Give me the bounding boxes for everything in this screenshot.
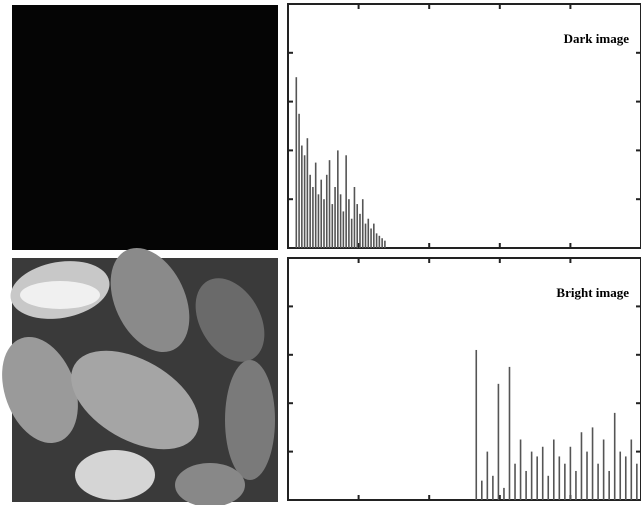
histogram-bar: [614, 413, 616, 500]
histogram-bar: [340, 194, 342, 248]
histogram-bar: [345, 155, 347, 248]
chart-title: Dark image: [564, 31, 630, 46]
histogram-bar: [318, 194, 320, 248]
histogram-bar: [359, 214, 361, 248]
histogram-bar: [320, 180, 322, 248]
histogram-bar: [631, 440, 633, 501]
histogram-bar: [304, 155, 306, 248]
histogram-bar: [356, 204, 358, 248]
histogram-bar: [553, 440, 555, 501]
histogram-bar: [381, 238, 383, 248]
histogram-bar: [492, 476, 494, 500]
histogram-bar: [373, 224, 375, 248]
histogram-bar: [301, 146, 303, 248]
histogram-bar: [370, 228, 372, 248]
histogram-bar: [348, 199, 350, 248]
histogram-bar: [636, 464, 638, 500]
histogram-bar: [619, 452, 621, 500]
histogram-bar: [481, 481, 483, 500]
histogram-bar: [376, 233, 378, 248]
histogram-bar: [487, 452, 489, 500]
histogram-bar: [351, 219, 353, 248]
histogram-bar: [475, 350, 477, 500]
histogram-bar: [603, 440, 605, 501]
histogram-bar: [597, 464, 599, 500]
histogram-bar: [525, 471, 527, 500]
histogram-bar: [581, 432, 583, 500]
histogram-bar: [379, 236, 381, 248]
page: Dark imageBright image (() => { const da…: [0, 0, 641, 505]
histogram-bar: [520, 440, 522, 501]
histogram-bar: [625, 456, 627, 500]
histogram-bar: [323, 199, 325, 248]
chart-title: Bright image: [556, 285, 629, 300]
histogram-bar: [570, 447, 572, 500]
histogram-bar: [503, 488, 505, 500]
histogram-bar: [315, 163, 317, 248]
dark-image: [12, 5, 278, 250]
histogram-bar: [354, 187, 356, 248]
histogram-bar: [331, 204, 333, 248]
histogram-bar: [498, 384, 500, 500]
histogram-bar: [312, 187, 314, 248]
histogram-bar: [592, 427, 594, 500]
histogram-bar: [365, 224, 367, 248]
histogram-bar: [326, 175, 328, 248]
histogram-bar: [329, 160, 331, 248]
histogram-bar: [575, 471, 577, 500]
histogram-bar: [309, 175, 311, 248]
histogram-bar: [536, 456, 538, 500]
histogram-bar: [298, 114, 300, 248]
histogram-bar: [547, 476, 549, 500]
histogram-bar: [337, 150, 339, 248]
histogram-bar: [564, 464, 566, 500]
histogram-bar: [362, 199, 364, 248]
histogram-bar: [334, 187, 336, 248]
histogram-bar: [296, 77, 298, 248]
histogram-bar: [384, 241, 386, 248]
histogram-bar: [608, 471, 610, 500]
histogram-bar: [367, 219, 369, 248]
histogram-bar: [586, 452, 588, 500]
histogram-bar: [307, 138, 309, 248]
histogram-bar: [514, 464, 516, 500]
figure: Dark image Bright image: [0, 0, 641, 505]
histogram-bar: [509, 367, 511, 500]
histogram-bar: [343, 211, 345, 248]
bright-image: [0, 235, 278, 505]
histogram-bar: [559, 456, 561, 500]
histogram-bar: [542, 447, 544, 500]
histogram-bar: [531, 452, 533, 500]
